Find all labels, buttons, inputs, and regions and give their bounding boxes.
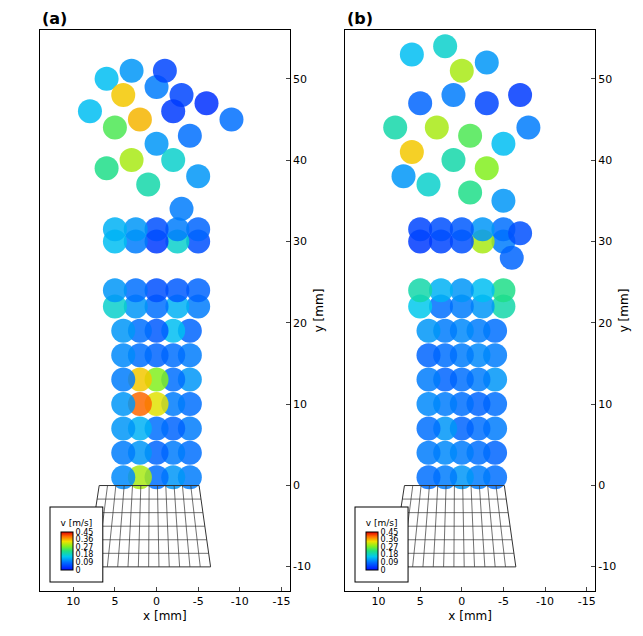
svg-text:30: 30 bbox=[293, 235, 307, 248]
svg-text:0: 0 bbox=[293, 479, 300, 492]
svg-text:0.36: 0.36 bbox=[76, 535, 94, 544]
svg-text:0.27: 0.27 bbox=[381, 543, 399, 552]
svg-text:x [mm]: x [mm] bbox=[143, 609, 187, 623]
svg-text:(a): (a) bbox=[42, 9, 67, 28]
svg-text:0: 0 bbox=[458, 595, 465, 608]
svg-text:y [mm]: y [mm] bbox=[312, 289, 326, 333]
svg-text:0.45: 0.45 bbox=[381, 528, 399, 537]
svg-text:10: 10 bbox=[293, 398, 307, 411]
svg-text:0.18: 0.18 bbox=[381, 550, 399, 559]
svg-text:0.09: 0.09 bbox=[381, 558, 399, 567]
svg-text:v [m/s]: v [m/s] bbox=[61, 518, 93, 528]
svg-text:5: 5 bbox=[417, 595, 424, 608]
svg-text:20: 20 bbox=[598, 317, 612, 330]
svg-text:-15: -15 bbox=[578, 595, 596, 608]
svg-text:0.09: 0.09 bbox=[76, 558, 94, 567]
svg-text:0: 0 bbox=[598, 479, 605, 492]
svg-text:0.27: 0.27 bbox=[76, 543, 94, 552]
svg-text:-5: -5 bbox=[498, 595, 509, 608]
svg-text:-10: -10 bbox=[293, 560, 311, 573]
svg-text:20: 20 bbox=[293, 317, 307, 330]
svg-text:10: 10 bbox=[66, 595, 80, 608]
svg-text:0: 0 bbox=[153, 595, 160, 608]
svg-text:0: 0 bbox=[381, 566, 386, 575]
svg-text:x [mm]: x [mm] bbox=[448, 609, 492, 623]
svg-text:(b): (b) bbox=[347, 9, 373, 28]
svg-text:0.18: 0.18 bbox=[76, 550, 94, 559]
svg-text:50: 50 bbox=[293, 73, 307, 86]
svg-text:-10: -10 bbox=[536, 595, 554, 608]
svg-text:0.45: 0.45 bbox=[76, 528, 94, 537]
svg-text:-10: -10 bbox=[598, 560, 616, 573]
svg-text:40: 40 bbox=[293, 154, 307, 167]
svg-text:10: 10 bbox=[598, 398, 612, 411]
svg-text:0.36: 0.36 bbox=[381, 535, 399, 544]
svg-text:-10: -10 bbox=[231, 595, 249, 608]
svg-text:y [mm]: y [mm] bbox=[617, 289, 631, 333]
svg-text:40: 40 bbox=[598, 154, 612, 167]
svg-text:v [m/s]: v [m/s] bbox=[366, 518, 398, 528]
svg-text:0: 0 bbox=[76, 566, 81, 575]
svg-text:-5: -5 bbox=[193, 595, 204, 608]
svg-text:-15: -15 bbox=[272, 595, 290, 608]
svg-text:10: 10 bbox=[372, 595, 386, 608]
svg-text:5: 5 bbox=[111, 595, 118, 608]
svg-text:50: 50 bbox=[598, 73, 612, 86]
svg-text:30: 30 bbox=[598, 235, 612, 248]
